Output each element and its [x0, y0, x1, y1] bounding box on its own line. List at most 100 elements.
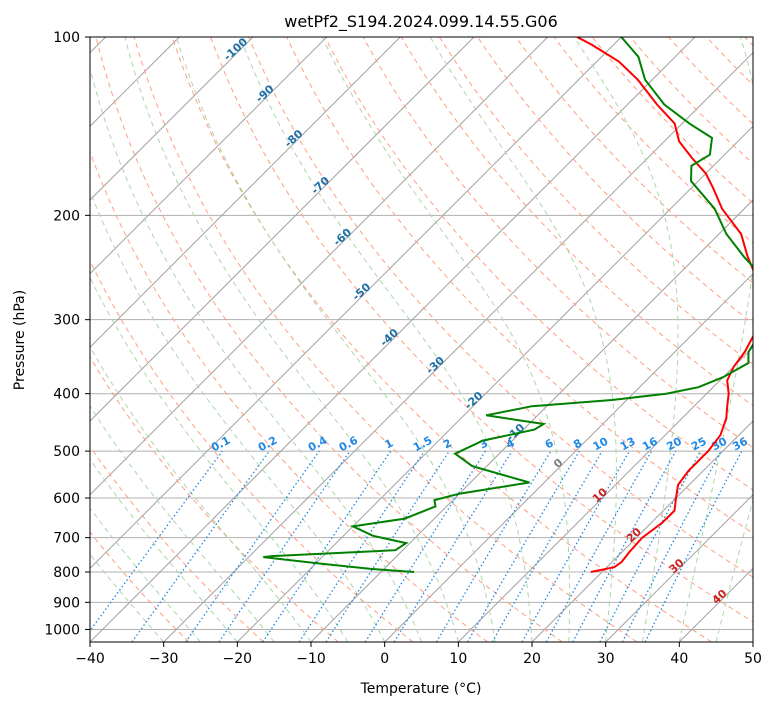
isotherm-line	[90, 37, 401, 349]
y-tick-label: 400	[53, 387, 80, 403]
x-tick-label: −20	[223, 651, 253, 667]
dry-adiabat-line	[210, 37, 753, 623]
isotherm-line	[605, 493, 753, 642]
y-tick-label: 200	[53, 208, 80, 224]
mixing-ratio-line	[364, 450, 486, 642]
moist-adiabat-line	[175, 37, 496, 642]
dry-adiabat-line	[90, 355, 339, 642]
dry-adiabat-line	[706, 37, 753, 86]
mixing-ratio-line	[325, 450, 450, 642]
isotherm-line	[90, 37, 328, 275]
dry-adiabat-line	[438, 37, 753, 365]
dry-adiabat-line	[362, 37, 753, 449]
moist-adiabat-line	[90, 553, 165, 642]
mixing-ratio-line	[131, 450, 270, 642]
mixing-ratio-line	[218, 450, 351, 642]
dry-adiabat-line	[248, 37, 753, 578]
isotherm-line	[90, 37, 475, 422]
y-tick-label: 900	[53, 595, 80, 611]
x-tick-label: −30	[149, 651, 179, 667]
x-tick-label: 30	[597, 651, 615, 667]
moist-adiabat-line	[573, 37, 679, 642]
moist-adiabat-line	[90, 66, 422, 642]
plot-frame	[89, 36, 754, 643]
moist-adiabat-line	[124, 37, 459, 642]
mixing-ratio-line	[185, 450, 320, 642]
dry-adiabat-label: -100	[221, 35, 250, 63]
isotherm-line	[678, 567, 753, 642]
dry-adiabat-label: -70	[309, 174, 333, 197]
plot-area: 0.1 0.2 0.4 0.6 1 1.5 2 3 4 6 8 10 13 16 20 25 30 36-100-…	[90, 35, 753, 642]
dry-adiabat-line	[133, 37, 638, 642]
chart-title: wetPf2_S194.2024.099.14.55.G06	[284, 12, 558, 32]
mixing-ratio-line	[521, 450, 631, 642]
moist-adiabat-label: 10	[590, 485, 610, 505]
moist-adiabat-line	[90, 458, 238, 642]
mixing-ratio-line	[491, 450, 603, 642]
mixing-ratio-label: 10	[591, 435, 611, 454]
dewpoint-profile-line	[263, 37, 753, 573]
x-axis-label: Temperature (°C)	[360, 681, 482, 697]
dry-adiabat-line	[90, 259, 414, 642]
mixing-ratio-label: 13	[618, 435, 638, 454]
x-axis: −40 −30 −20 −10 0 10 20 30 40 50	[75, 642, 762, 667]
mixing-ratio-line	[466, 450, 580, 642]
dry-adiabat-line	[744, 37, 753, 47]
mixing-ratio-line	[90, 450, 223, 632]
y-axis-label: Pressure (hPa)	[12, 290, 28, 390]
dry-adiabat-label: -90	[253, 82, 277, 105]
x-tick-label: −40	[75, 651, 105, 667]
moist-adiabat-line	[90, 346, 312, 642]
x-tick-label: 0	[380, 651, 389, 667]
y-tick-label: 800	[53, 565, 80, 581]
dry-adiabats	[90, 37, 753, 642]
dry-adiabat-label: -60	[331, 226, 355, 249]
y-tick-label: 100	[53, 30, 80, 46]
y-tick-label: 300	[53, 313, 80, 329]
mixing-ratio-line	[435, 450, 552, 642]
moist-adiabat-line	[429, 37, 617, 642]
isotherm-line	[90, 37, 549, 496]
mixing-ratio-label: 36	[730, 435, 750, 454]
moist-adiabat-label: 20	[624, 525, 644, 545]
dry-adiabat-line	[668, 37, 753, 125]
dry-adiabat-line	[400, 37, 753, 407]
moist-adiabat-label: 30	[667, 556, 687, 576]
temperature-profile-line	[576, 37, 753, 573]
dry-adiabat-line	[90, 150, 488, 642]
x-tick-label: 50	[744, 651, 762, 667]
dry-adiabat-line	[90, 531, 190, 642]
dry-adiabat-line	[591, 37, 753, 204]
y-axis: 1000 900 800 700 600 500 400 300 200 100	[44, 30, 90, 638]
moist-adiabat-label: 40	[710, 587, 730, 607]
isotherm-line	[236, 125, 753, 642]
x-tick-label: 40	[670, 651, 688, 667]
mixing-ratio-line	[298, 450, 425, 642]
y-tick-label: 600	[53, 491, 80, 507]
dry-adiabat-label: -20	[462, 389, 486, 412]
isotherm-line	[163, 51, 753, 642]
moist-adiabat-line	[715, 497, 753, 642]
dry-adiabat-line	[286, 37, 753, 534]
moist-adiabat-line	[90, 276, 349, 642]
x-tick-label: 10	[449, 651, 467, 667]
dry-adiabat-line	[95, 37, 563, 642]
dry-adiabat-label: -80	[282, 127, 306, 150]
isotherm-line	[90, 37, 254, 201]
dry-adiabat-line	[90, 445, 264, 642]
moist-adiabat-line	[90, 405, 275, 642]
isobar-gridlines	[90, 37, 753, 630]
dry-adiabat-label: -50	[350, 280, 374, 303]
mixing-ratio-label: 25	[689, 435, 709, 454]
mixing-ratio-line	[572, 450, 677, 642]
moist-adiabat-line	[90, 507, 201, 642]
mixing-ratio-line	[393, 450, 513, 642]
isotherm-line	[457, 346, 753, 642]
mixing-ratio-label: 20	[664, 435, 684, 454]
isotherm-line	[531, 420, 753, 642]
mixing-ratio-label: 30	[710, 435, 730, 454]
y-tick-label: 500	[53, 444, 80, 460]
mixing-ratio-line	[262, 450, 392, 642]
isotherm-line	[90, 37, 622, 570]
